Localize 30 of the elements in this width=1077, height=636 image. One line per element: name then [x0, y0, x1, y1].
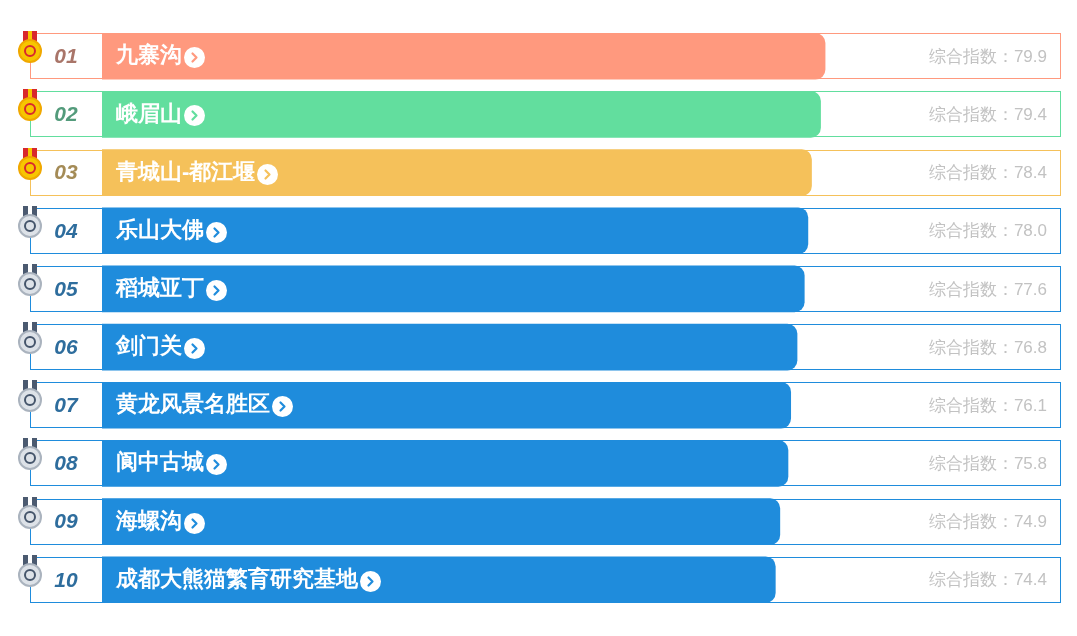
data-label: 综合指数：79.4	[928, 105, 1047, 125]
y-tick-label: 乐山大佛	[115, 216, 204, 242]
data-label: 综合指数：76.8	[928, 337, 1047, 357]
text: 04	[54, 218, 78, 242]
text: 03	[54, 160, 78, 184]
y-tick-label: 稻城亚丁	[115, 274, 204, 300]
y-tick-label: 阆中古城	[116, 449, 204, 475]
y-tick-label: 黄龙风景名胜区	[115, 391, 270, 417]
data-label: 综合指数：78.4	[928, 163, 1047, 183]
data-label: 综合指数：78.0	[928, 221, 1047, 241]
text: 01	[54, 44, 78, 68]
text: 07	[54, 393, 79, 417]
y-tick-label: 成都大熊猫繁育研究基地	[115, 565, 359, 591]
y-tick-label: 海螺沟	[115, 507, 182, 533]
y-tick-label: 九寨沟	[115, 42, 182, 68]
text: 08	[54, 451, 78, 475]
text: 02	[54, 102, 78, 126]
text: 10	[54, 567, 78, 591]
text: 05	[54, 276, 78, 300]
data-label: 综合指数：75.8	[928, 454, 1047, 474]
y-tick-label: 峨眉山	[116, 100, 182, 126]
data-label: 综合指数：76.1	[928, 395, 1047, 415]
data-label: 综合指数：74.9	[928, 512, 1047, 532]
text: 06	[54, 334, 78, 358]
y-tick-label: 青城山-都江堰	[115, 158, 256, 184]
data-label: 综合指数：74.4	[928, 570, 1047, 590]
y-tick-label: 剑门关	[115, 333, 182, 359]
data-label: 综合指数：77.6	[928, 279, 1047, 299]
data-label: 综合指数：79.9	[928, 46, 1047, 66]
text: 09	[54, 509, 78, 533]
